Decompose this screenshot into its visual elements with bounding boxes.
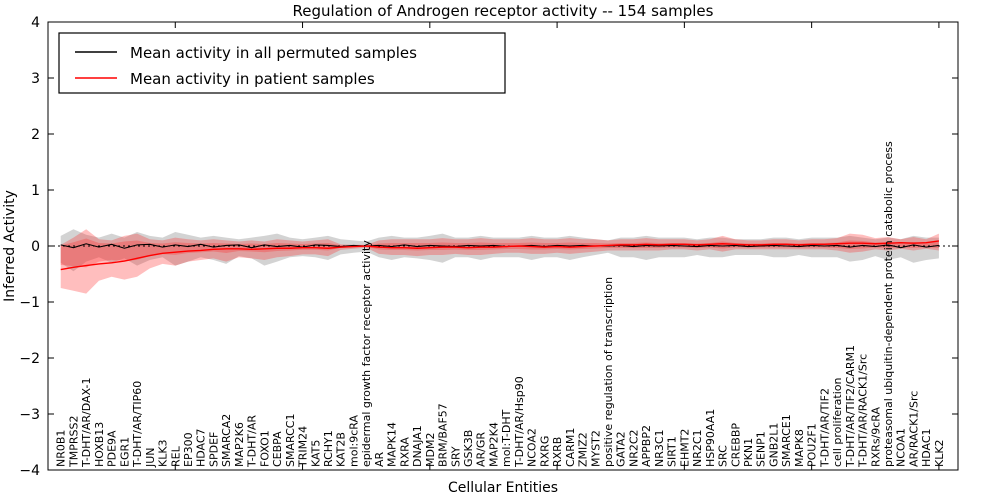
category-label: T-DHT/AR/TIF2/CARM1 [844,345,857,468]
category-label: MAPK8 [793,429,806,467]
category-label: PKN1 [742,438,755,467]
band-permuted [60,229,939,272]
category-label: EP300 [182,432,195,467]
category-label: CREBBP [729,423,742,467]
chart-title: Regulation of Androgen receptor activity… [293,2,714,20]
category-label: NR2C1 [691,429,704,467]
category-label: KLK2 [933,439,946,467]
category-label: NR0B1 [55,430,68,467]
category-label: HSP90AA1 [704,409,717,467]
category-label: KLK3 [157,439,170,467]
category-label: NR2C2 [627,429,640,467]
y-tick-label: −4 [19,463,40,479]
category-label: CARM1 [564,428,577,467]
category-label: mol:T-DHT [500,409,513,467]
category-label: HDAC1 [920,428,933,467]
category-label: FOXO1 [258,430,271,467]
category-label: cell proliferation [831,377,844,467]
y-tick-label: −1 [19,295,40,311]
category-label: MYST2 [589,430,602,467]
category-label: JUN [144,447,157,468]
category-label: POU2F1 [806,423,819,467]
y-tick-label: −3 [19,407,40,423]
category-label: NR3C1 [653,429,666,467]
category-label: SRY [449,446,462,467]
category-label: RXRG [538,436,551,467]
category-label: GATA2 [615,431,628,467]
category-label: APPBP2 [640,425,653,467]
category-label: RXRA [398,437,411,467]
permuted-mean-line [60,243,939,249]
category-label: TRIM24 [297,426,310,468]
category-label: SIRT1 [666,436,679,467]
category-label: BRM/BAF57 [437,403,450,467]
y-tick-label: 2 [31,127,40,143]
category-label: RXRs/9cRA [869,406,882,467]
y-tick-label: 3 [31,71,40,87]
category-label: NCOA1 [895,428,908,467]
category-label: MAPK14 [386,422,399,467]
category-label: CEBPA [271,431,284,467]
category-label: MAP2K6 [233,422,246,467]
y-tick-label: −2 [19,351,40,367]
category-label: GNB2L1 [767,423,780,467]
category-label: SRC [717,445,730,467]
y-tick-label: 4 [31,15,40,31]
category-label: SMARCC1 [284,414,297,467]
category-label: epidermal growth factor receptor activit… [360,240,373,467]
category-label: REL [169,445,182,467]
category-label: AR [373,451,386,467]
category-label: T-DHT/AR/DAX-1 [80,378,93,468]
category-label: EHMT2 [678,429,691,467]
category-label: KAT2B [335,432,348,467]
category-label: mol:9cRA [347,415,360,467]
category-label: positive regulation of transcription [602,277,615,467]
category-label: PDE9A [106,430,119,467]
category-label: HOXB13 [93,422,106,467]
plot-frame [47,21,959,471]
category-label: MDM2 [424,433,437,467]
category-label: ZMIZ2 [577,432,590,467]
category-label: KAT5 [309,440,322,467]
category-label: NCOA2 [526,428,539,467]
category-label: DNAJA1 [411,425,424,467]
legend: Mean activity in all permuted samples Me… [58,32,506,94]
category-label: RCHY1 [322,430,335,467]
y-tick-label: 1 [31,183,40,199]
legend-label-patient: Mean activity in patient samples [130,70,375,88]
category-label: SMARCE1 [780,414,793,467]
category-label: proteasomal ubiquitin-dependent protein … [882,141,895,467]
category-label: AR/GR [475,432,488,467]
x-axis-label: Cellular Entities [448,480,558,496]
category-label: T-DHT/AR/Hsp90 [513,376,526,468]
category-label: MAP2K4 [487,422,500,467]
legend-label-permuted: Mean activity in all permuted samples [130,44,417,62]
y-tick-label: 0 [31,239,40,255]
patient-mean-line [60,240,940,271]
category-label: SPDEF [207,432,220,467]
category-label: EGR1 [118,437,131,467]
category-label: AR/RACK1/Src [907,391,920,467]
category-label: SENP1 [755,431,768,467]
legend-box [58,32,506,94]
category-label: SMARCA2 [220,414,233,467]
band-patient [60,229,939,294]
category-label: T-DHT/AR/TIP60 [131,381,144,468]
category-label: TMPRSS2 [67,416,80,468]
y-axis-label: Inferred Activity [2,190,18,302]
category-label: T-DHT/AR [246,415,259,468]
category-label: RXRB [551,437,564,467]
category-label: T-DHT/AR/RACK1/Src [857,354,870,468]
category-label: GSK3B [462,430,475,467]
category-label: T-DHT/AR/TIF2 [818,388,831,468]
category-label: HDAC7 [195,428,208,467]
